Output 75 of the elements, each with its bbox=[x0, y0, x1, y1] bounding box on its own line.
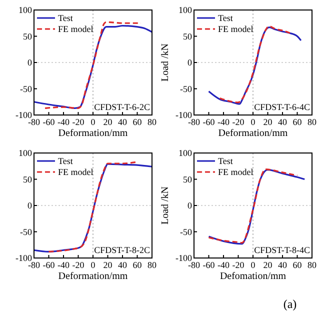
x-tick-label: -60 bbox=[42, 117, 56, 127]
legend-label: Test bbox=[58, 13, 74, 23]
x-tick-label: 60 bbox=[292, 260, 302, 270]
x-tick-label: 40 bbox=[118, 117, 128, 127]
x-tick-label: -60 bbox=[42, 260, 56, 270]
legend-label: FE model bbox=[58, 24, 94, 34]
x-tick-label: -80 bbox=[188, 260, 200, 270]
y-axis-title: Load /kN bbox=[160, 186, 171, 225]
x-tick-label: -20 bbox=[72, 117, 85, 127]
y-axis-title: Load /kN bbox=[160, 43, 171, 82]
x-tick-label: -20 bbox=[232, 117, 245, 127]
x-tick-label: 20 bbox=[103, 117, 113, 127]
legend-label: FE model bbox=[218, 24, 254, 34]
legend-label: Test bbox=[58, 156, 74, 166]
x-tick-label: 20 bbox=[103, 260, 113, 270]
x-axis-title: Deformation/mm bbox=[58, 271, 128, 282]
annotation: CFDST-T-8-4C bbox=[254, 245, 310, 255]
y-tick-label: -100 bbox=[176, 110, 192, 120]
y-tick-label: 100 bbox=[178, 5, 192, 15]
x-tick-label: 20 bbox=[263, 117, 273, 127]
x-tick-label: -40 bbox=[58, 117, 70, 127]
x-tick-label: -40 bbox=[58, 260, 70, 270]
legend-label: FE model bbox=[218, 167, 254, 177]
x-tick-label: 60 bbox=[132, 117, 142, 127]
x-tick-label: -20 bbox=[232, 260, 245, 270]
x-axis-title: Defomation/mm bbox=[220, 271, 286, 282]
y-tick-label: -100 bbox=[16, 110, 32, 120]
y-tick-label: 50 bbox=[183, 31, 192, 42]
x-tick-label: -80 bbox=[28, 260, 40, 270]
y-tick-label: 0 bbox=[28, 58, 32, 68]
x-tick-label: -40 bbox=[218, 260, 230, 270]
x-tick-label: -60 bbox=[202, 260, 216, 270]
y-tick-label: -50 bbox=[180, 226, 192, 237]
text: (a) bbox=[283, 297, 297, 311]
x-tick-label: 40 bbox=[278, 260, 288, 270]
y-tick-label: -50 bbox=[180, 84, 192, 94]
x-tick-label: 80 bbox=[148, 260, 157, 270]
y-tick-label: 100 bbox=[178, 148, 192, 158]
x-tick-label: 0 bbox=[90, 260, 96, 270]
x-tick-label: 80 bbox=[308, 117, 317, 127]
x-tick-label: -60 bbox=[202, 117, 216, 127]
x-tick-label: -80 bbox=[188, 117, 200, 127]
y-tick-label: -100 bbox=[176, 253, 192, 263]
y-tick-label: -50 bbox=[20, 84, 32, 94]
x-tick-label: -40 bbox=[218, 117, 230, 127]
x-tick-label: 40 bbox=[118, 260, 128, 270]
x-tick-label: 40 bbox=[278, 117, 288, 127]
annotation: CFDST-T-6-4C bbox=[254, 102, 310, 112]
annotation: CFDST-T-6-2C bbox=[94, 102, 150, 112]
legend-label: Test bbox=[218, 156, 234, 166]
y-tick-label: -100 bbox=[16, 253, 32, 263]
legend-label: FE model bbox=[58, 167, 94, 177]
y-tick-label: 0 bbox=[28, 200, 32, 210]
x-tick-label: 60 bbox=[132, 260, 142, 270]
y-tick-label: 0 bbox=[188, 200, 192, 210]
y-tick-label: -50 bbox=[20, 226, 32, 237]
x-axis-title: Deformation/mm bbox=[58, 128, 128, 139]
x-tick-label: 0 bbox=[90, 117, 96, 127]
y-tick-label: 50 bbox=[23, 31, 32, 42]
y-tick-label: 50 bbox=[183, 174, 192, 184]
x-tick-label: 80 bbox=[308, 260, 317, 270]
y-tick-label: 100 bbox=[18, 148, 32, 158]
y-tick-label: 50 bbox=[23, 174, 32, 184]
x-tick-label: 0 bbox=[250, 117, 256, 127]
x-tick-label: 80 bbox=[148, 117, 157, 127]
x-tick-label: -80 bbox=[28, 117, 40, 127]
x-tick-label: 0 bbox=[250, 260, 256, 270]
x-tick-label: -20 bbox=[72, 260, 85, 270]
y-tick-label: 100 bbox=[18, 5, 32, 15]
annotation: CFDST-T-8-2C bbox=[94, 245, 150, 255]
x-tick-label: 20 bbox=[263, 260, 273, 270]
y-tick-label: 0 bbox=[188, 58, 192, 68]
legend-label: Test bbox=[218, 13, 234, 23]
x-tick-label: 60 bbox=[292, 117, 302, 127]
x-axis-title: Deformation/mm bbox=[218, 128, 288, 139]
